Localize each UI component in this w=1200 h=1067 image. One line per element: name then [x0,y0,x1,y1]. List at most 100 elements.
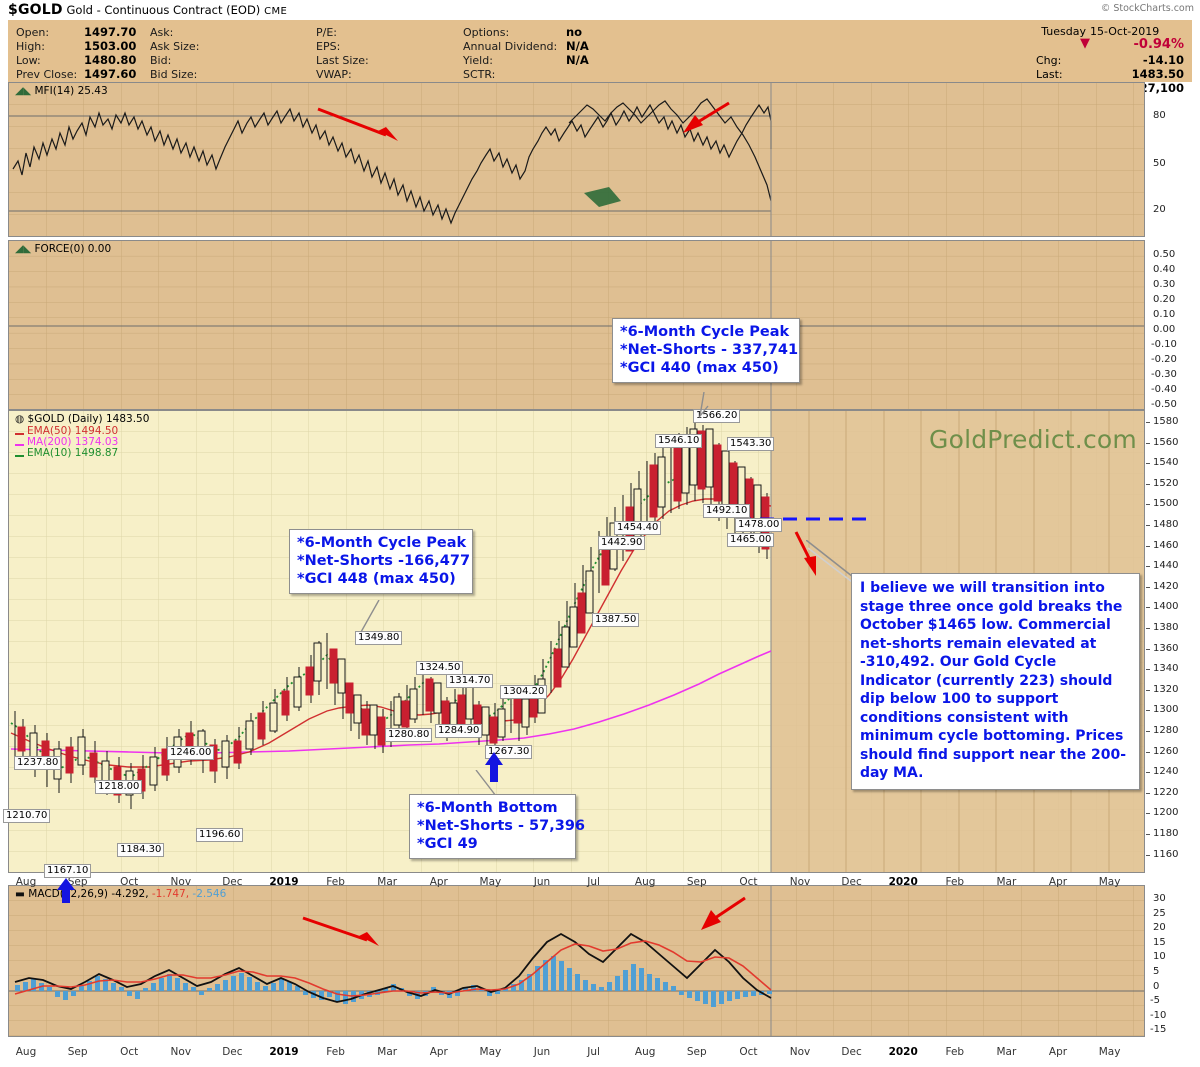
price-tickmark [1146,669,1150,671]
callout-peak-2018: *6-Month Cycle Peak *Net-Shorts -166,477 *… [289,529,473,594]
price-tick-1440: 1440 [1153,560,1179,572]
quote-label-bid-size: Bid Size: [150,68,198,81]
price-tick-1280: 1280 [1153,725,1179,736]
x-axis-label-jul: Jul [587,876,600,888]
price-tickmark [1146,442,1150,444]
macd-arrow-2 [701,896,746,930]
quote-label-bid: Bid: [150,54,172,67]
x-axis-label-dec: Dec [841,1046,862,1058]
force-tick-10: -0.50 [1151,399,1177,410]
price-legend-text: $GOLD (Daily) 1483.50 [27,413,150,425]
x-axis-label-apr: Apr [429,876,448,888]
quote-value-dividend: N/A [566,39,589,53]
ema10-swatch-icon [15,455,24,457]
x-axis-label-oct: Oct [739,876,758,888]
price-tick-1580: 1580 [1153,416,1179,427]
mfi-legend: ◢◣ MFI(14) 25.43 [15,85,108,97]
price-tickmark [1146,772,1150,774]
quote-value-high: 1503.00 [84,39,137,53]
price-tick-1220: 1220 [1153,786,1179,798]
price-tickmark [1146,689,1150,691]
price-flag: 1237.80 [14,756,62,770]
price-flag: 1167.10 [44,864,92,878]
price-tick-1240: 1240 [1153,766,1179,778]
x-axis-label-apr: Apr [429,1046,448,1058]
x-axis-label-2019: 2019 [269,1046,299,1058]
x-axis-label-mar: Mar [377,1046,398,1058]
price-flag: 1546.10 [655,434,703,448]
quote-label-last: Last: [1036,68,1063,81]
callout-line: *GCI 448 (max 450) [297,571,456,587]
callout-line: *Net-Shorts -166,477 [297,553,471,569]
macd-panel: ▬ MACD(12,26,9) -4.292, -1.747, -2.546 [8,885,1145,1037]
price-flag: 1280.80 [385,728,433,742]
quote-label-yield: Yield: [463,54,493,67]
mfi-arrow-2 [683,101,730,133]
price-flag: 1543.30 [727,437,775,451]
quote-label-last-size: Last Size: [316,54,369,67]
x-axis-label-sep: Sep [67,1046,88,1058]
x-axis-label-oct: Oct [739,1046,758,1058]
candle-icon: ◍ [15,413,25,425]
quote-label-chg: Chg: [1036,54,1062,67]
force-tick-8: -0.30 [1151,369,1177,380]
force-tick-4: 0.10 [1153,309,1176,320]
force-tick-1: 0.40 [1153,264,1176,275]
quote-label-open: Open: [16,26,50,39]
x-axis-label-mar: Mar [996,1046,1017,1058]
price-flag: 1442.90 [598,536,646,550]
x-axis-label-may: May [479,876,502,888]
macd-tick--15: -15 [1150,1024,1167,1036]
quote-value-last: 1483.50 [1131,67,1184,81]
price-tickmark [1146,422,1150,423]
force-tick-9: -0.40 [1151,384,1177,395]
x-axis-label-jun: Jun [533,876,551,888]
x-axis-label-2020: 2020 [888,1046,918,1058]
price-flag: 1465.00 [727,533,775,547]
price-tick-1180: 1180 [1153,828,1179,839]
mfi-panel: ◢◣ MFI(14) 25.43 [8,82,1145,237]
callout-line: I believe we will transition into stage … [860,580,1126,781]
x-axis-label-nov: Nov [789,1046,811,1058]
x-axis-label-feb: Feb [945,876,965,888]
callout-leader-1 [698,392,709,418]
price-tick-1560: 1560 [1153,436,1179,448]
ema10-name: EMA(10) [27,447,72,459]
quote-value-chg: -14.10 [1142,53,1184,67]
price-tick-1500: 1500 [1153,498,1179,510]
price-tick-1480: 1480 [1153,519,1179,530]
force-panel: ◢◣ FORCE(0) 0.00 [8,240,1145,410]
macd-line-icon: ▬ [15,888,25,900]
macd-tick--5: -5 [1150,995,1160,1007]
macd-tick-20: 20 [1153,922,1166,934]
x-axis-label-may: May [1098,876,1121,888]
mfi-tick-50: 50 [1153,158,1166,169]
x-axis-label-aug: Aug [634,1046,656,1058]
watermark: GoldPredict.com [929,425,1137,454]
mfi-legend-text: MFI(14) 25.43 [34,85,108,97]
force-tick-0: 0.50 [1153,249,1176,260]
quote-date: 15-Oct-2019 [1090,25,1160,38]
price-tickmark [1146,710,1150,712]
price-tick-1420: 1420 [1153,580,1179,592]
macd-tick-10: 10 [1153,951,1166,963]
callout-leader-2 [360,600,380,633]
price-tickmark [1146,607,1150,609]
macd-tick-5: 5 [1153,966,1160,977]
mfi-tick-80: 80 [1153,110,1166,121]
callout-line: *6-Month Cycle Peak [297,535,467,551]
x-axis-label-sep: Sep [686,876,707,888]
quote-label-eps: EPS: [316,40,341,53]
x-axis-label-feb: Feb [945,1046,965,1058]
price-flag: 1478.00 [735,518,783,532]
quote-label-sctr: SCTR: [463,68,496,81]
price-tickmark [1146,566,1150,568]
price-flag: 1218.00 [95,780,143,794]
triangle-down-icon: ▼ [1080,36,1090,51]
quote-value-open: 1497.70 [84,25,137,39]
macd-tick-0: 0 [1153,980,1160,992]
force-tick-2: 0.30 [1153,279,1176,290]
price-tickmark [1146,834,1150,835]
price-tickmark [1146,731,1150,732]
